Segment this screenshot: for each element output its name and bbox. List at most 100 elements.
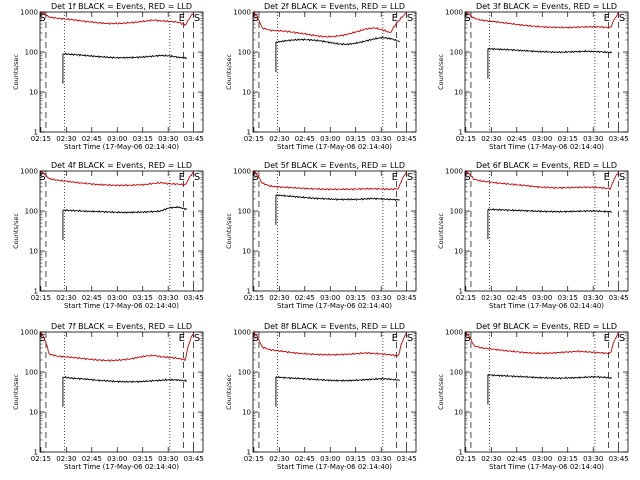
marker-s: S [407,172,413,183]
x-tick-label: 03:00 [532,294,552,302]
x-tick-label: 02:45 [295,294,315,302]
panel-4: Det 4f BLACK = Events, RED = LLD 1 10 100 10… [12,161,204,310]
y-tick-label: 10 [242,89,251,97]
marker-e: E [179,13,185,24]
x-tick-label: 03:45 [184,294,204,302]
events-series-line [62,52,188,60]
y-tick-label: 1 [459,288,463,296]
plot-frame [39,11,204,133]
y-tick-label: 1000 [233,9,251,17]
events-series-line [275,194,400,202]
lld-series-line [40,170,194,187]
y-tick-label: 10 [454,248,463,256]
y-axis-label: Counts/sec [12,374,20,410]
panel-title: Det 9f BLACK = Events, RED = LLD [476,322,617,331]
y-axis-label: Counts/sec [225,54,233,90]
marker-s: S [464,172,470,183]
y-tick-label: 10 [242,248,251,256]
y-tick-label: 1 [34,288,38,296]
panel-title: Det 6f BLACK = Events, RED = LLD [476,161,617,170]
y-axis-label: Counts/sec [12,54,20,90]
panel-title: Det 8f BLACK = Events, RED = LLD [264,322,405,331]
x-tick-label: 03:30 [158,135,178,143]
plot-frame [464,331,629,453]
marker-e: E [179,172,185,183]
y-tick-label: 1 [247,288,251,296]
events-series-line [275,36,401,46]
lld-series-line [40,331,195,362]
x-tick-label: 03:30 [583,294,603,302]
x-tick-label: 02:45 [295,455,315,463]
panel-8: Det 8f BLACK = Events, RED = LLD 1 10 100 10… [225,322,417,471]
panel-title: Det 2f BLACK = Events, RED = LLD [264,2,405,11]
y-axis-label: Counts/sec [437,213,445,249]
y-axis-label: Counts/sec [225,213,233,249]
y-tick-label: 1000 [20,329,38,337]
y-axis-label: Counts/sec [225,374,233,410]
x-tick-label: 03:00 [320,135,340,143]
x-tick-label: 02:15 [456,294,476,302]
events-series-line [62,205,188,214]
panel-title: Det 1f BLACK = Events, RED = LLD [51,2,192,11]
marker-e: E [392,333,398,344]
panel-9: Det 9f BLACK = Events, RED = LLD 1 10 100 10… [437,322,629,471]
x-tick-label: 02:45 [82,135,102,143]
x-tick-label: 03:45 [609,135,629,143]
y-tick-label: 100 [25,369,38,377]
x-tick-label: 02:30 [56,455,76,463]
x-tick-label: 03:30 [158,455,178,463]
y-tick-label: 10 [454,89,463,97]
y-tick-label: 1 [34,129,38,137]
marker-s: S [252,172,258,183]
marker-s: S [252,13,258,24]
x-tick-label: 03:45 [397,455,417,463]
x-tick-label: 02:15 [244,455,264,463]
x-tick-label: 02:30 [269,455,289,463]
x-tick-label: 02:30 [481,455,501,463]
panel-5: Det 5f BLACK = Events, RED = LLD 1 10 100 10… [225,161,417,310]
x-tick-label: 03:00 [532,135,552,143]
marker-s: S [194,13,200,24]
marker-s: S [252,333,258,344]
y-tick-label: 1 [459,129,463,137]
x-tick-label: 02:45 [295,135,315,143]
y-tick-label: 100 [450,369,463,377]
x-tick-label: 03:45 [184,455,204,463]
plot-frame [464,11,629,133]
x-tick-label: 03:45 [397,135,417,143]
marker-s: S [464,13,470,24]
x-tick-label: 02:15 [31,135,51,143]
x-axis-label: Start Time (17-May-06 02:14:40) [277,302,392,310]
marker-e: E [604,13,610,24]
events-series-line [275,375,400,383]
x-tick-label: 03:30 [371,294,391,302]
y-tick-label: 100 [25,208,38,216]
marker-e: E [604,333,610,344]
x-tick-label: 03:45 [609,294,629,302]
y-axis-label: Counts/sec [437,54,445,90]
events-series-line [487,373,613,380]
x-tick-label: 03:15 [133,135,153,143]
y-tick-label: 1000 [445,168,463,176]
x-tick-label: 02:45 [507,294,527,302]
marker-s: S [194,172,200,183]
x-tick-label: 02:45 [82,455,102,463]
x-tick-label: 03:00 [107,294,127,302]
panel-1: Det 1f BLACK = Events, RED = LLD 1 10 100 10… [12,2,204,151]
x-tick-label: 03:30 [583,455,603,463]
y-tick-label: 10 [29,248,38,256]
x-tick-label: 03:00 [320,294,340,302]
panel-3: Det 3f BLACK = Events, RED = LLD 1 10 100 10… [437,2,629,151]
x-tick-label: 02:30 [481,135,501,143]
x-tick-label: 02:30 [56,135,76,143]
y-tick-label: 10 [29,409,38,417]
y-tick-label: 100 [25,49,38,57]
y-tick-label: 100 [238,369,251,377]
x-tick-label: 03:15 [558,135,578,143]
plot-frame [464,170,629,292]
panel-title: Det 7f BLACK = Events, RED = LLD [51,322,192,331]
x-tick-label: 03:45 [184,135,204,143]
plot-frame [252,170,417,292]
panel-6: Det 6f BLACK = Events, RED = LLD 1 10 100 10… [437,161,629,310]
x-tick-label: 02:15 [31,294,51,302]
